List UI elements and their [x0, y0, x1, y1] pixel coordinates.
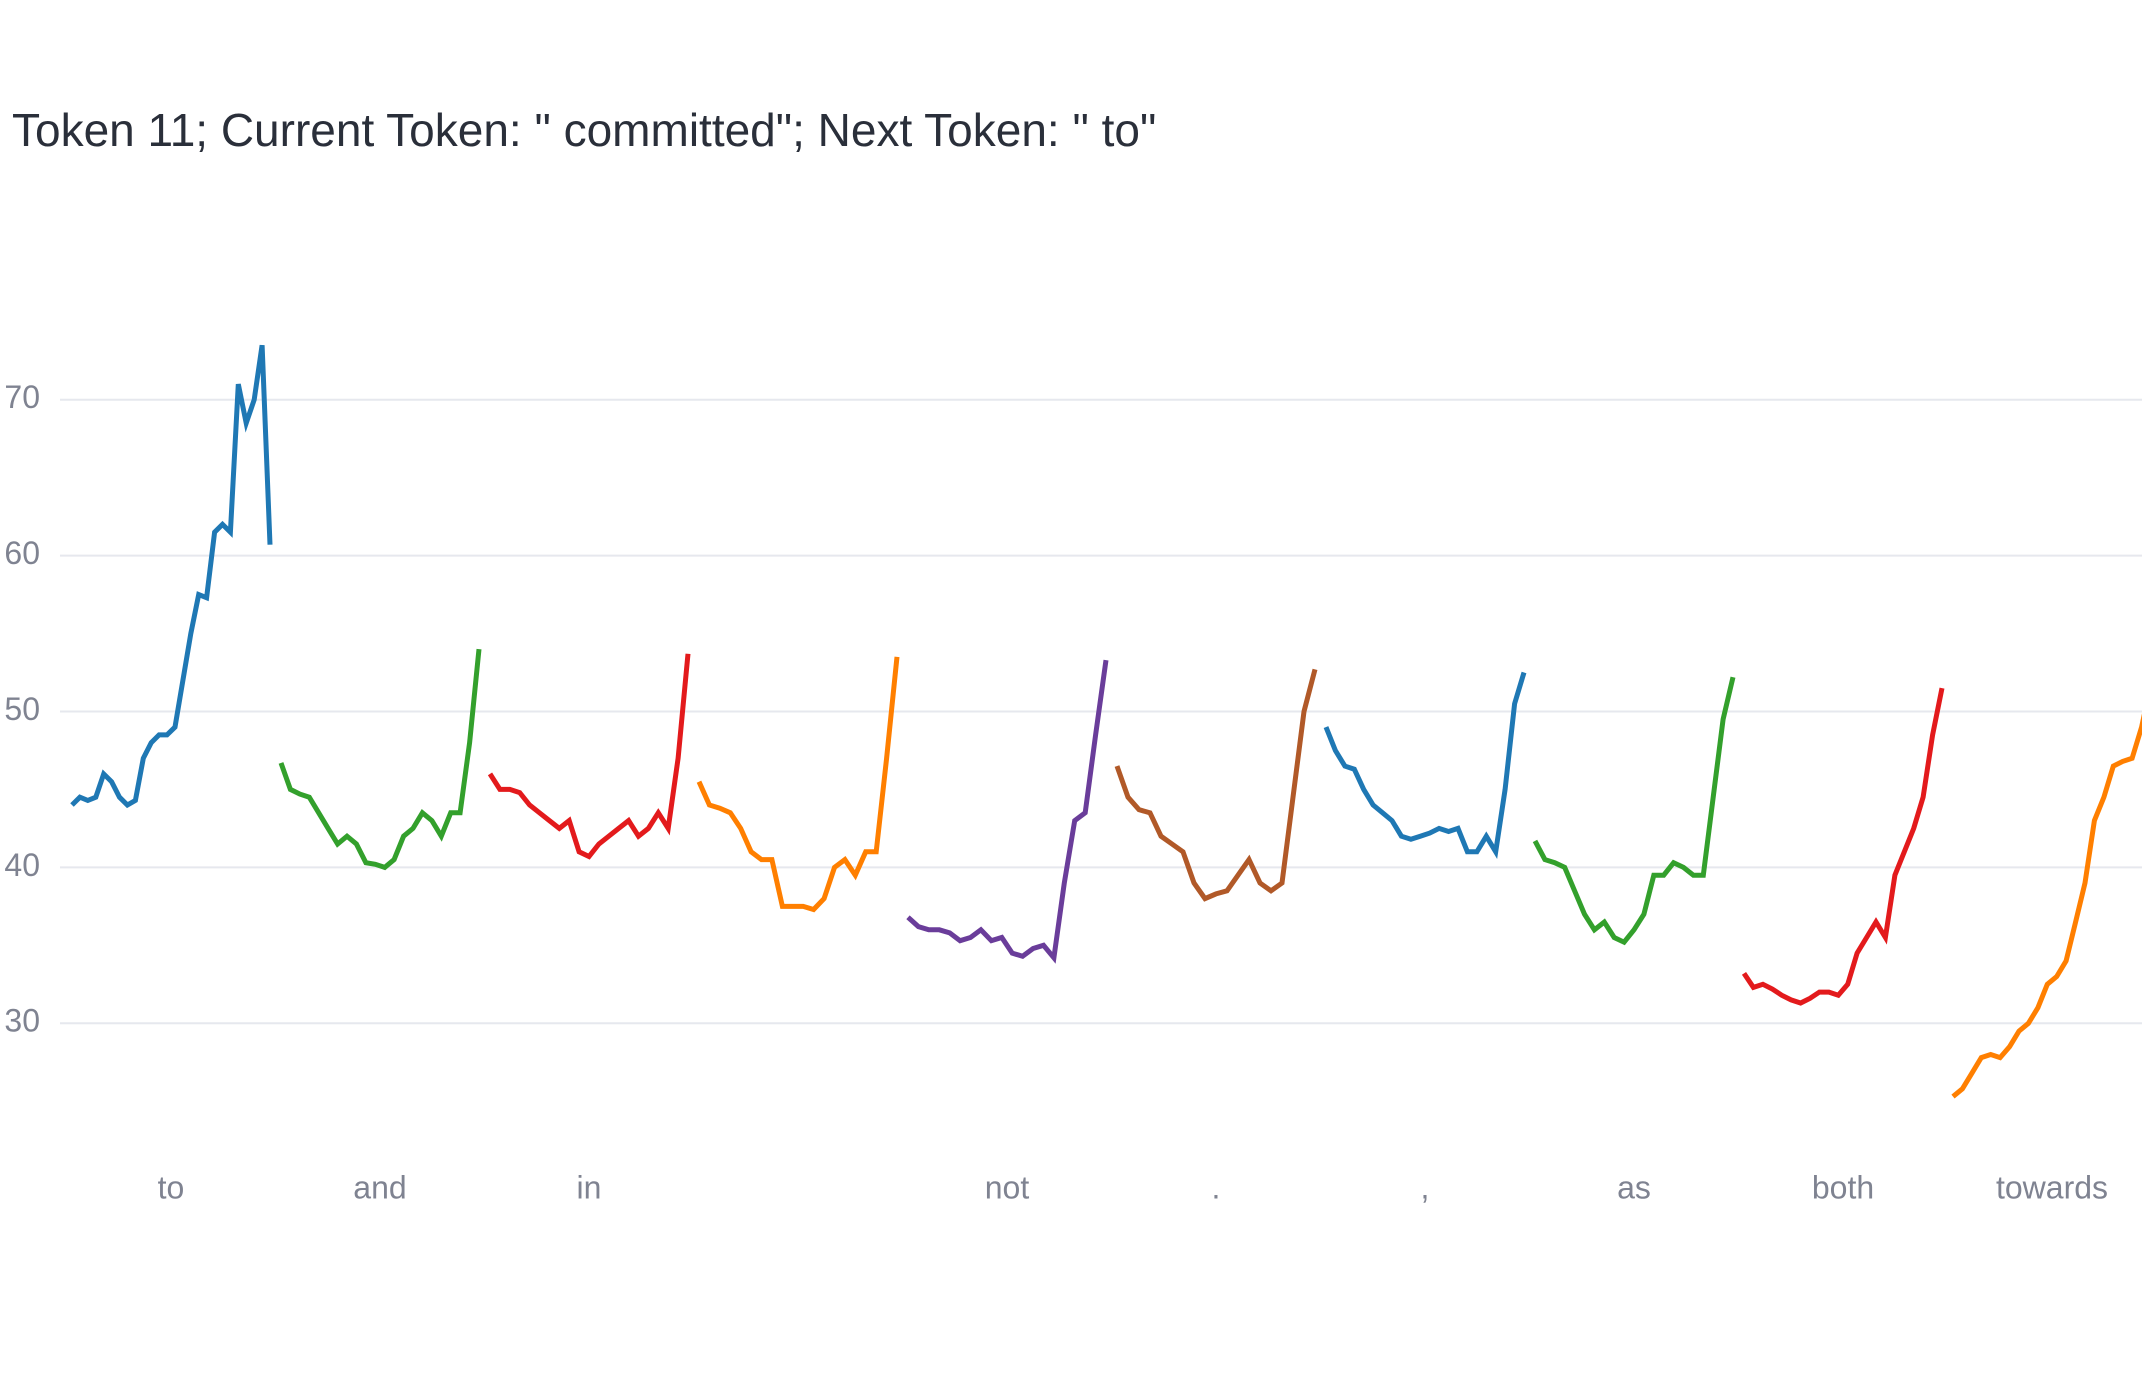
x-tick-label: , — [1421, 1169, 1430, 1205]
chart-title: Token 11; Current Token: " committed"; N… — [12, 104, 1156, 156]
series-line — [906, 659, 1109, 964]
series-line — [1114, 668, 1318, 902]
y-tick-label: 50 — [4, 691, 40, 727]
series-line — [1532, 676, 1736, 946]
x-tick-label: in — [577, 1169, 602, 1205]
series-line — [696, 656, 900, 913]
series-line — [487, 653, 691, 860]
x-tick-label: and — [353, 1169, 406, 1205]
y-tick-label: 70 — [4, 379, 40, 415]
y-tick-label: 60 — [4, 535, 40, 571]
series-line — [70, 344, 273, 809]
x-tick-label: to — [158, 1169, 185, 1205]
x-tick-label: as — [1617, 1169, 1651, 1205]
series-line — [1323, 671, 1527, 860]
series-line — [1741, 687, 1945, 1006]
series-line — [278, 648, 482, 871]
y-tick-label: 40 — [4, 847, 40, 883]
y-tick-label: 30 — [4, 1003, 40, 1039]
x-tick-label: not — [985, 1169, 1030, 1205]
x-tick-label: . — [1212, 1169, 1221, 1205]
series-line — [1951, 713, 2142, 1099]
x-tick-label: towards — [1996, 1169, 2108, 1205]
x-tick-label: both — [1812, 1169, 1874, 1205]
